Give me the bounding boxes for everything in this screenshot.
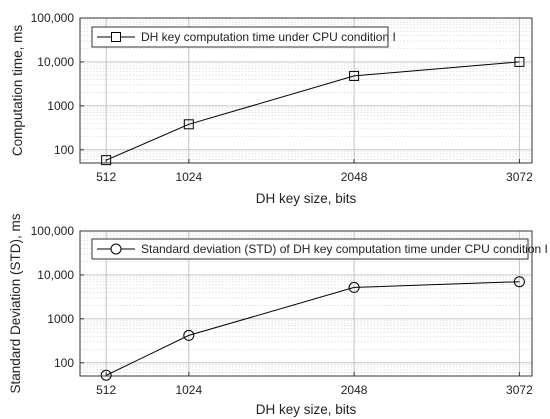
data-point-circle — [513, 276, 525, 288]
data-point-circle — [183, 329, 195, 341]
x-tick-label: 512 — [96, 170, 116, 184]
y-tick-labels: 100 1000 10,000 100,000 — [31, 224, 84, 370]
legend: Standard deviation (STD) of DH key compu… — [91, 238, 548, 260]
computation-time-chart: 100 1000 10,000 100,000 512 1024 2048 3072 DH … — [10, 11, 533, 206]
y-axis-label: Standard Deviation (STD), ms — [8, 213, 23, 393]
x-tick-label: 3072 — [506, 170, 533, 184]
legend-marker-circle — [110, 243, 122, 255]
data-point-circle — [100, 369, 112, 381]
y-tick-label: 10,000 — [37, 55, 74, 69]
x-tick-labels: 512 1024 2048 3072 — [96, 159, 533, 184]
x-tick-label: 512 — [96, 383, 116, 397]
series-computation-time — [101, 56, 525, 166]
series-line — [106, 61, 520, 161]
y-tick-label: 100 — [54, 143, 74, 157]
y-tick-labels: 100 1000 10,000 100,000 — [31, 11, 84, 157]
legend-label: Standard deviation (STD) of DH key compu… — [141, 242, 548, 256]
plot-frame — [79, 17, 533, 164]
y-tick-label: 100,000 — [31, 224, 75, 238]
legend-label: DH key computation time under CPU condit… — [141, 30, 396, 44]
x-tick-labels: 512 1024 2048 3072 — [96, 372, 533, 397]
x-tick-label: 2048 — [341, 170, 368, 184]
y-axis-label: Computation time, ms — [10, 25, 25, 157]
data-point-circle — [348, 281, 360, 293]
plot-frame — [79, 230, 533, 377]
data-point-square — [349, 70, 360, 81]
x-tick-label: 2048 — [341, 383, 368, 397]
data-point-square — [101, 155, 112, 166]
series-standard-deviation — [100, 276, 525, 381]
x-tick-label: 1024 — [175, 170, 202, 184]
legend-box — [91, 238, 529, 260]
y-tick-label: 100,000 — [31, 11, 75, 25]
x-tick-label: 3072 — [506, 383, 533, 397]
x-axis-label: DH key size, bits — [256, 402, 357, 417]
x-axis-label: DH key size, bits — [256, 191, 357, 206]
legend-box — [91, 26, 389, 48]
series-line — [105, 281, 520, 376]
y-tick-label: 100 — [54, 356, 74, 370]
y-tick-label: 10,000 — [37, 268, 74, 282]
x-tick-label: 1024 — [175, 383, 202, 397]
data-point-square — [514, 56, 525, 67]
legend: DH key computation time under CPU condit… — [91, 26, 396, 48]
standard-deviation-chart: 100 1000 10,000 100,000 512 1024 2048 3072 Sta… — [8, 213, 548, 417]
y-tick-label: 1000 — [47, 312, 74, 326]
legend-marker-square — [111, 32, 121, 42]
y-tick-label: 1000 — [47, 99, 74, 113]
data-point-square — [183, 119, 194, 130]
